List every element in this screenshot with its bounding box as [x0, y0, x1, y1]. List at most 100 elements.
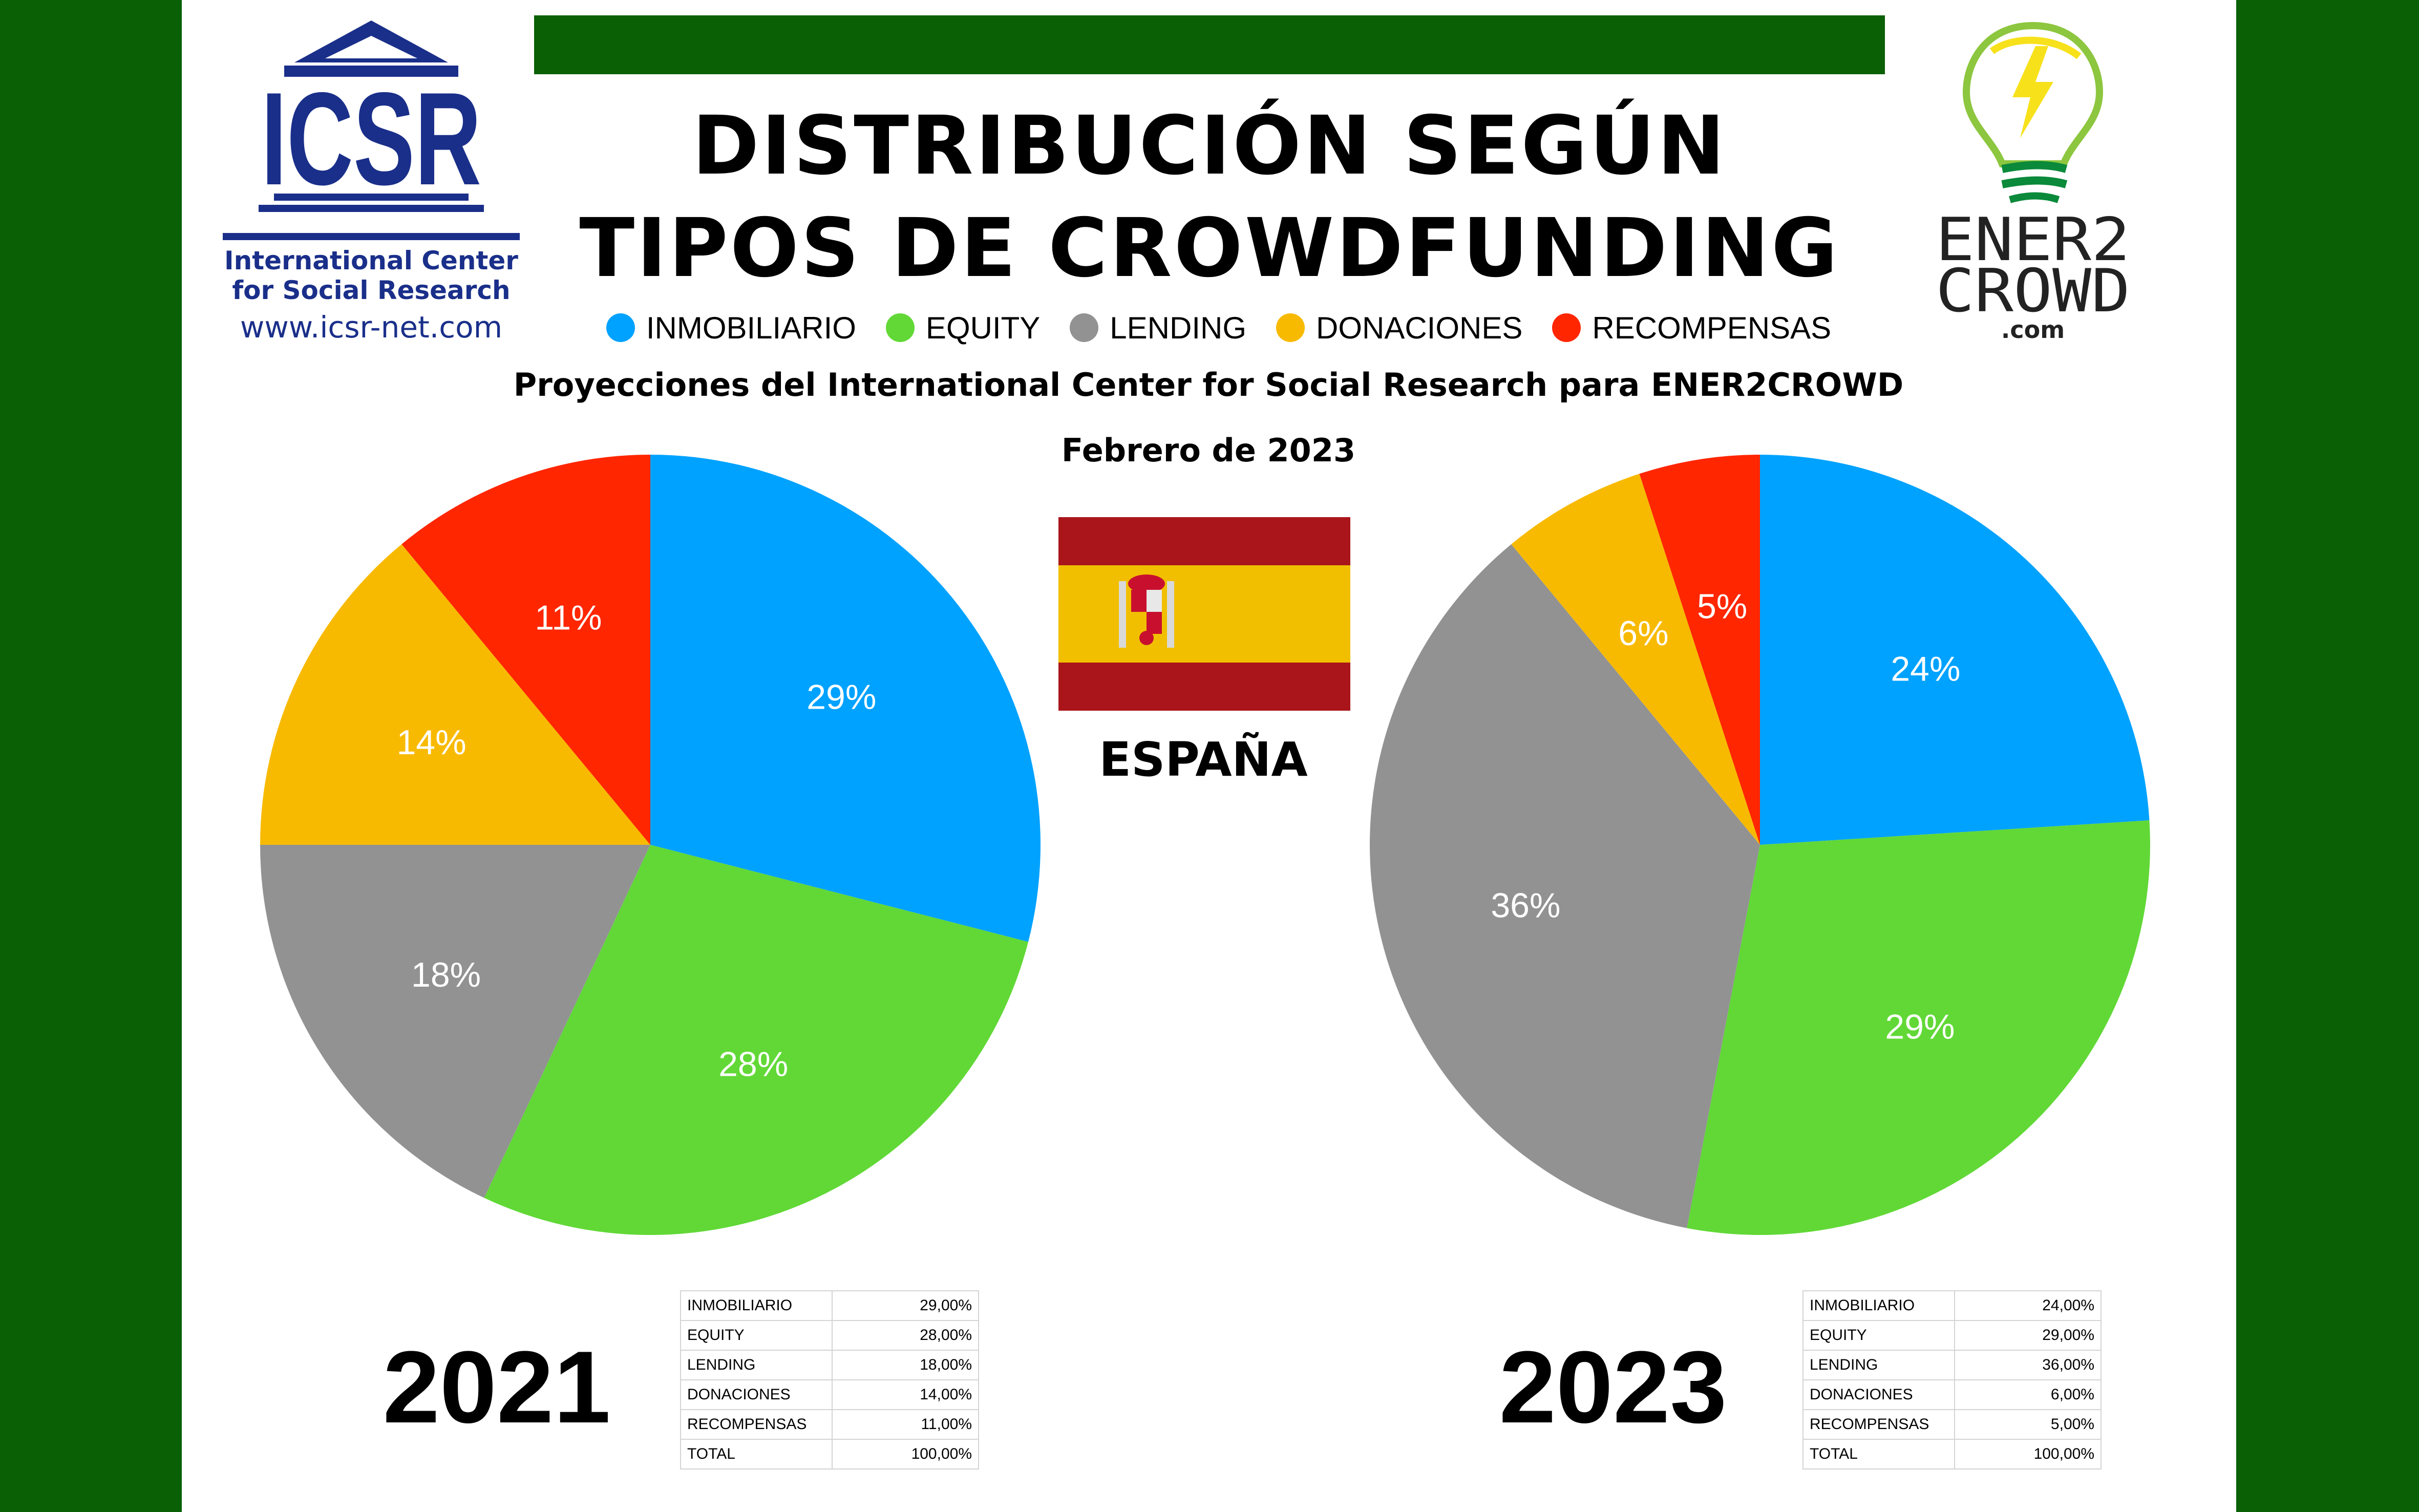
table-cell-value: 100,00%: [832, 1439, 979, 1470]
ener2crowd-line1: ENER2: [1936, 205, 2130, 274]
pie-slice-donaciones: [1511, 474, 1760, 845]
table-cell-value: 100,00%: [1954, 1439, 2102, 1470]
chart-subtitle: Proyecciones del International Center fo…: [513, 366, 1904, 403]
table-cell-label: EQUITY: [680, 1320, 833, 1351]
table-cell-value: 14,00%: [832, 1379, 979, 1410]
table-cell-label: DONACIONES: [1802, 1379, 1955, 1410]
table-cell-label: TOTAL: [1802, 1439, 1955, 1470]
chart-legend: INMOBILIARIO EQUITY LENDING DONACIONES RECOM…: [563, 307, 1874, 348]
pie-slice-recompensas: [1639, 455, 1760, 845]
table-row: LENDING 18,00%: [680, 1350, 979, 1380]
pie-slice-donaciones: [260, 544, 650, 845]
icsr-base-2: [259, 205, 484, 212]
legend-swatch: [1276, 313, 1305, 342]
spain-flag: [1058, 517, 1350, 711]
table-cell-label: TOTAL: [680, 1439, 833, 1470]
table-cell-label: INMOBILIARIO: [680, 1290, 833, 1321]
chart-title-line2: TIPOS DE CROWDFUNDING: [579, 201, 1840, 295]
icsr-name-line1: International Center: [224, 246, 518, 275]
table-cell-value: 29,00%: [1954, 1320, 2102, 1351]
pie-slice-inmobiliario: [1760, 455, 2150, 845]
legend-swatch: [606, 313, 635, 342]
pie-data-label: 5%: [1697, 587, 1747, 626]
year-label-2021: 2021: [383, 1330, 611, 1444]
legend-label: DONACIONES: [1316, 310, 1523, 345]
table-row: RECOMPENSAS 5,00%: [1802, 1409, 2102, 1440]
pie-data-label: 24%: [1891, 650, 1960, 689]
legend-item-equity: EQUITY: [885, 310, 1041, 346]
table-row: LENDING 36,00%: [1802, 1350, 2102, 1380]
legend-item-inmobiliario: INMOBILIARIO: [606, 310, 856, 346]
pie-data-label: 29%: [1885, 1007, 1955, 1046]
legend-label: INMOBILIARIO: [646, 310, 856, 345]
lightbulb-icon: [1962, 22, 2104, 203]
ener2crowd-line3: .com: [2001, 316, 2065, 343]
table-cell-value: 5,00%: [1954, 1409, 2102, 1440]
icsr-roof-inner: [325, 36, 417, 58]
legend-item-donaciones: DONACIONES: [1276, 310, 1522, 346]
table-row: RECOMPENSAS 11,00%: [680, 1409, 979, 1440]
legend-swatch: [1070, 313, 1099, 342]
legend-item-recompensas: RECOMPENSAS: [1552, 310, 1831, 346]
pie-data-label: 18%: [411, 955, 481, 994]
country-label: ESPAÑA: [1099, 732, 1308, 787]
table-cell-value: 29,00%: [832, 1290, 979, 1321]
table-cell-label: RECOMPENSAS: [1802, 1409, 1955, 1440]
pie-slice-equity: [1687, 820, 2150, 1235]
icsr-base-3: [223, 233, 520, 240]
table-cell-value: 36,00%: [1954, 1350, 2102, 1380]
chart-date: Febrero de 2023: [1061, 432, 1356, 469]
icsr-logo: ICSR: [223, 20, 520, 240]
legend-label: RECOMPENSAS: [1592, 310, 1832, 345]
pie-slice-equity: [484, 845, 1029, 1235]
pie-slice-lending: [1370, 544, 1760, 1228]
legend-swatch: [885, 313, 915, 342]
icsr-name-line2: for Social Research: [232, 275, 511, 305]
legend-label: EQUITY: [925, 310, 1041, 345]
coat-of-arms-icon: [1119, 574, 1174, 648]
table-row: EQUITY 28,00%: [680, 1320, 979, 1351]
table-cell-value: 18,00%: [832, 1350, 979, 1380]
table-cell-label: EQUITY: [1802, 1320, 1955, 1351]
icsr-name: International Center for Social Research: [223, 246, 520, 305]
table-cell-value: 11,00%: [832, 1409, 979, 1440]
pie-data-label: 11%: [535, 598, 602, 637]
table-cell-value: 28,00%: [832, 1320, 979, 1351]
icsr-base-1: [274, 194, 469, 201]
ener2crowd-line2: CROWD: [1936, 257, 2130, 326]
pie-chart-2023: 24% 29% 36% 6% 5%: [1370, 455, 2150, 1235]
flag-stripe-top: [1058, 517, 1350, 565]
table-cell-label: LENDING: [680, 1350, 833, 1380]
icsr-acronym: ICSR: [261, 65, 481, 212]
table-cell-value: 6,00%: [1954, 1379, 2102, 1410]
pie-slice-inmobiliario: [650, 455, 1041, 942]
table-cell-label: DONACIONES: [680, 1379, 833, 1410]
table-cell-label: INMOBILIARIO: [1802, 1290, 1955, 1321]
legend-label: LENDING: [1110, 310, 1246, 345]
legend-swatch: [1552, 313, 1581, 342]
table-cell-value: 24,00%: [1954, 1290, 2102, 1321]
table-row: INMOBILIARIO 24,00%: [1802, 1290, 2102, 1321]
legend-item-lending: LENDING: [1070, 310, 1246, 346]
pie-data-label: 6%: [1618, 614, 1668, 653]
data-table-2023: INMOBILIARIO 24,00% EQUITY 29,00% LENDING 36,…: [1802, 1290, 2102, 1470]
pie-chart-2021: 29% 28% 18% 14% 11%: [260, 455, 1041, 1235]
pie-slice-lending: [260, 845, 650, 1198]
table-row: EQUITY 29,00%: [1802, 1320, 2102, 1351]
table-row: TOTAL 100,00%: [1802, 1439, 2102, 1470]
pie-data-label: 36%: [1491, 886, 1560, 925]
table-row: DONACIONES 14,00%: [680, 1379, 979, 1410]
table-row: INMOBILIARIO 29,00%: [680, 1290, 979, 1321]
flag-stripe-bottom: [1058, 663, 1350, 711]
icsr-url: www.icsr-net.com: [240, 310, 503, 345]
chart-title-line1: DISTRIBUCIÓN SEGÚN: [692, 99, 1727, 193]
ener2crowd-logo: ENER2 CROWD .com: [1936, 22, 2130, 343]
table-cell-label: LENDING: [1802, 1350, 1955, 1380]
table-row: DONACIONES 6,00%: [1802, 1379, 2102, 1410]
flag-stripe-middle: [1058, 565, 1350, 663]
table-row: TOTAL 100,00%: [680, 1439, 979, 1470]
pie-slice-recompensas: [401, 455, 650, 845]
pie-data-label: 29%: [807, 677, 876, 716]
pie-data-label: 28%: [718, 1045, 788, 1083]
year-label-2023: 2023: [1499, 1330, 1727, 1444]
